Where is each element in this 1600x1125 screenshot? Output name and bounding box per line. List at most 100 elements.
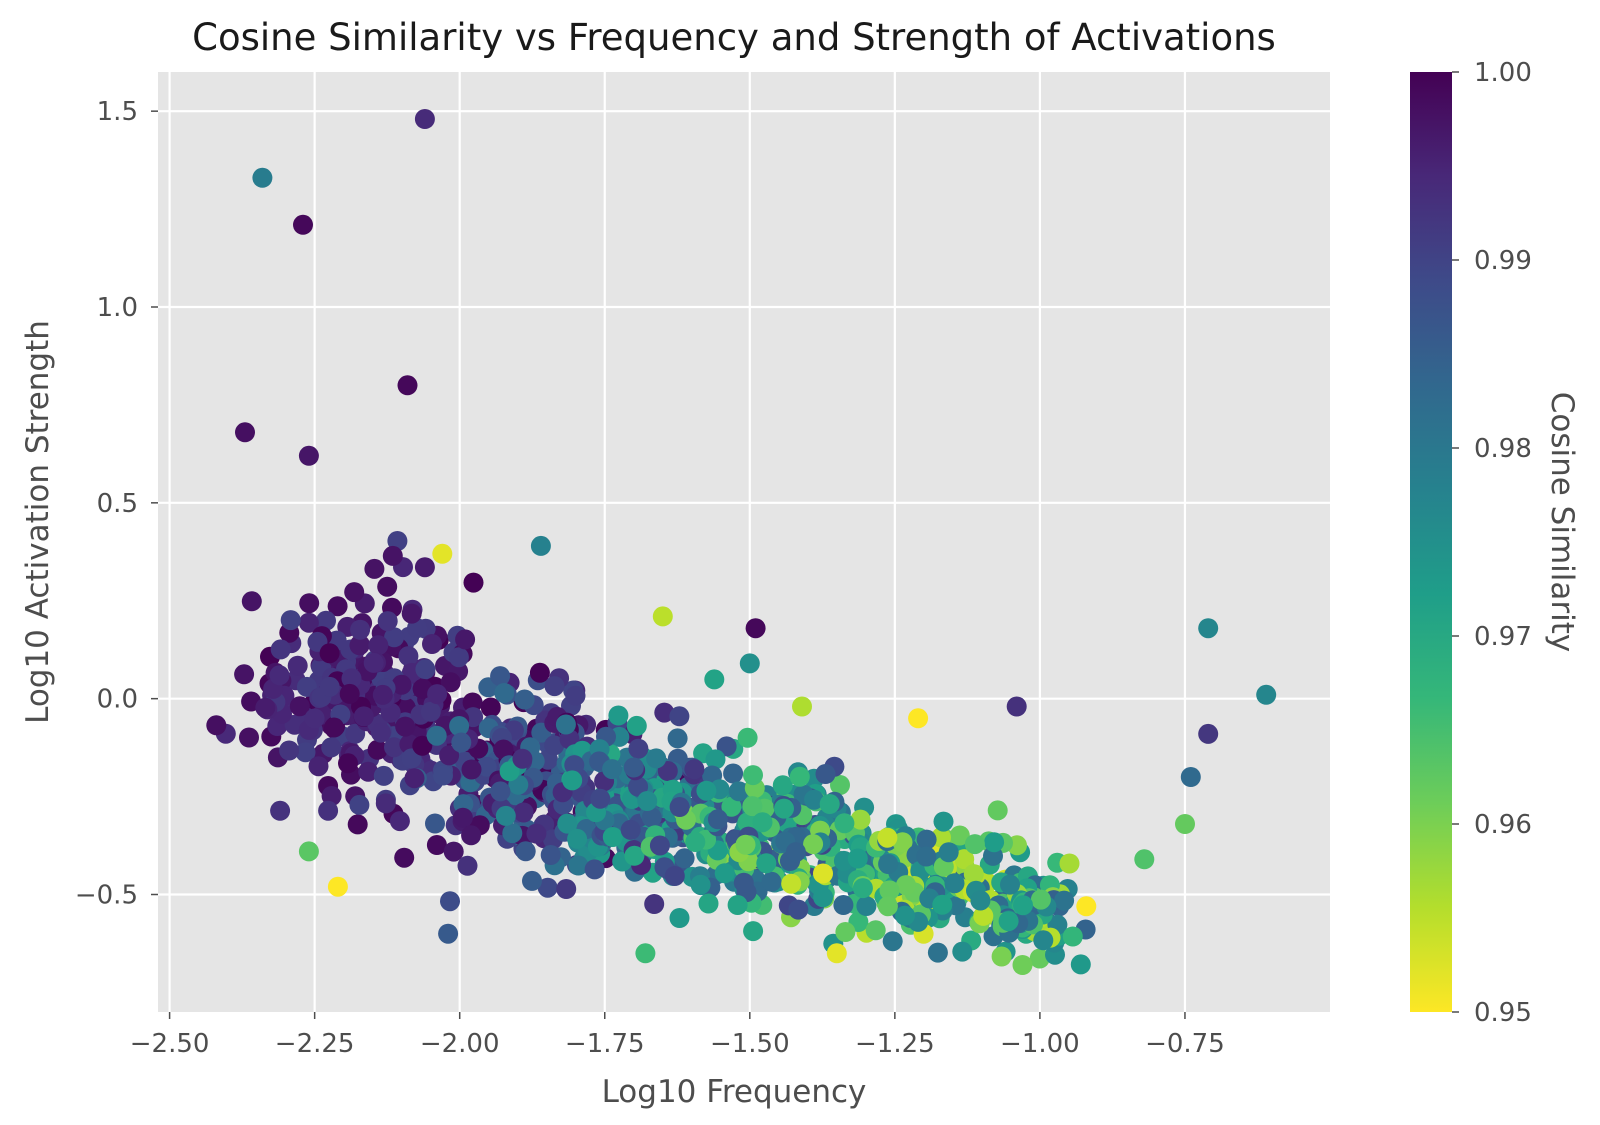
scatter-point xyxy=(565,685,586,706)
scatter-point xyxy=(815,764,836,784)
scatter-point xyxy=(804,789,824,810)
scatter-point xyxy=(721,796,742,817)
scatter-point xyxy=(367,739,388,760)
scatter-point xyxy=(461,825,482,846)
scatter-point xyxy=(426,725,447,746)
scatter-point xyxy=(415,659,436,680)
scatter-point xyxy=(425,813,445,834)
scatter-point xyxy=(964,834,985,855)
scatter-point xyxy=(537,877,558,898)
chart-title: Cosine Similarity vs Frequency and Stren… xyxy=(192,16,1276,59)
scatter-point xyxy=(384,737,404,758)
scatter-point xyxy=(412,735,433,756)
scatter-point xyxy=(391,674,412,695)
scatter-point xyxy=(321,737,342,758)
scatter-point xyxy=(270,800,291,821)
scatter-point xyxy=(830,775,850,795)
x-tick-label: −2.50 xyxy=(130,1029,210,1059)
scatter-point xyxy=(382,545,403,566)
colorbar-tick-label: 0.96 xyxy=(1474,810,1532,840)
scatter-point xyxy=(856,896,877,916)
scatter-point xyxy=(987,800,1008,821)
scatter-point xyxy=(319,676,340,697)
scatter-point xyxy=(350,619,371,640)
scatter-point xyxy=(590,788,611,809)
scatter-point xyxy=(644,894,665,914)
scatter-point xyxy=(426,835,447,855)
scatter-point xyxy=(375,793,396,814)
scatter-point xyxy=(684,759,705,780)
scatter-point xyxy=(877,896,898,917)
scatter-point xyxy=(933,811,954,832)
scatter-point xyxy=(304,708,325,729)
scatter-point xyxy=(318,800,339,821)
scatter-point xyxy=(384,627,405,648)
scatter-point xyxy=(998,911,1019,932)
scatter-point xyxy=(440,891,460,912)
scatter-point xyxy=(449,716,470,736)
x-tick-label: −2.25 xyxy=(275,1029,355,1059)
scatter-point xyxy=(544,676,565,697)
scatter-point xyxy=(530,535,551,556)
scatter-point xyxy=(324,717,344,738)
scatter-point xyxy=(344,582,365,603)
scatter-point xyxy=(420,701,441,722)
scatter-point xyxy=(368,635,389,656)
scatter-point xyxy=(373,765,394,786)
scatter-point xyxy=(495,805,516,826)
scatter-point xyxy=(241,591,262,612)
scatter-point xyxy=(293,214,313,235)
scatter-point xyxy=(555,714,576,735)
scatter-point xyxy=(432,543,453,564)
scatter-point xyxy=(716,736,737,757)
scatter-point xyxy=(514,689,535,710)
scatter-point xyxy=(908,708,929,729)
colorbar-label: Cosine Similarity xyxy=(1544,392,1580,653)
colorbar-tick-label: 0.98 xyxy=(1474,434,1532,464)
scatter-point xyxy=(733,872,754,893)
scatter-point xyxy=(440,672,461,693)
scatter-point xyxy=(833,895,854,915)
scatter-point xyxy=(895,905,915,926)
scatter-point xyxy=(414,109,435,129)
scatter-point xyxy=(743,921,764,942)
scatter-point xyxy=(963,864,984,885)
scatter-point xyxy=(916,829,937,850)
scatter-point xyxy=(628,776,649,797)
scatter-point xyxy=(973,905,994,926)
scatter-point xyxy=(813,887,834,908)
scatter-point xyxy=(502,823,523,844)
scatter-point xyxy=(685,832,706,852)
scatter-point xyxy=(626,715,647,736)
x-tick-label: −1.75 xyxy=(565,1029,645,1059)
scatter-point xyxy=(620,819,641,840)
scatter-point xyxy=(932,894,953,915)
y-tick-label: 0.5 xyxy=(97,489,138,519)
scatter-point xyxy=(954,849,975,870)
x-axis-label: Log10 Frequency xyxy=(602,1074,867,1110)
scatter-point xyxy=(1180,767,1201,787)
scatter-point xyxy=(952,941,973,962)
scatter-point xyxy=(279,740,300,761)
scatter-point xyxy=(624,845,645,866)
colorbar xyxy=(1410,72,1452,1012)
scatter-point xyxy=(1076,896,1097,917)
scatter-point xyxy=(280,610,301,631)
colorbar-ticks: 0.95 0.96 0.97 0.98 0.99 1.00 xyxy=(1452,58,1532,1028)
scatter-point xyxy=(295,742,316,763)
scatter-point xyxy=(439,745,460,766)
scatter-point xyxy=(372,684,393,705)
scatter-point xyxy=(401,603,422,624)
scatter-point xyxy=(781,873,802,894)
scatter-point xyxy=(1198,618,1219,639)
scatter-point xyxy=(349,635,370,656)
scatter-point xyxy=(635,943,656,964)
scatter-point xyxy=(338,753,358,774)
scatter-point xyxy=(641,807,662,828)
x-tick-label: −1.25 xyxy=(855,1029,935,1059)
scatter-point xyxy=(287,655,308,676)
scatter-point xyxy=(389,811,410,832)
scatter-point xyxy=(1062,926,1083,947)
scatter-point xyxy=(298,445,319,466)
scatter-point xyxy=(564,755,585,776)
